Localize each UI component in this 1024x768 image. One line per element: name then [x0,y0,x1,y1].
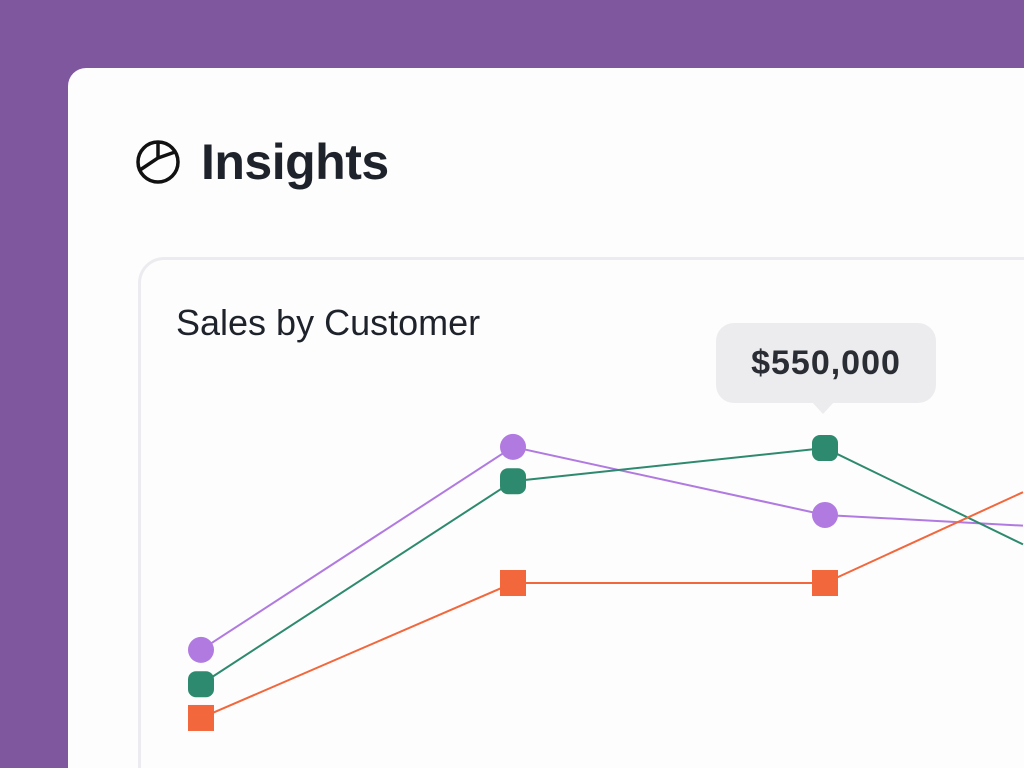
data-point-1-2[interactable] [812,435,838,462]
data-point-0-2[interactable] [812,501,838,528]
series-line-1 [200,447,1024,686]
value-tooltip: $550,000 [716,323,936,414]
page-title: Insights [201,134,389,190]
series-line-0 [200,445,1024,651]
page-header: Insights [135,133,389,191]
data-point-1-0[interactable] [188,671,214,698]
pie-chart-icon [136,140,180,184]
data-point-2-2[interactable] [812,570,838,597]
data-point-0-0[interactable] [188,636,214,663]
data-point-2-0[interactable] [188,704,214,731]
data-point-1-1[interactable] [500,468,526,495]
data-point-0-1[interactable] [500,433,526,460]
chart-title: Sales by Customer [176,302,481,343]
data-point-2-1[interactable] [500,570,526,597]
series-line-2 [200,491,1024,719]
